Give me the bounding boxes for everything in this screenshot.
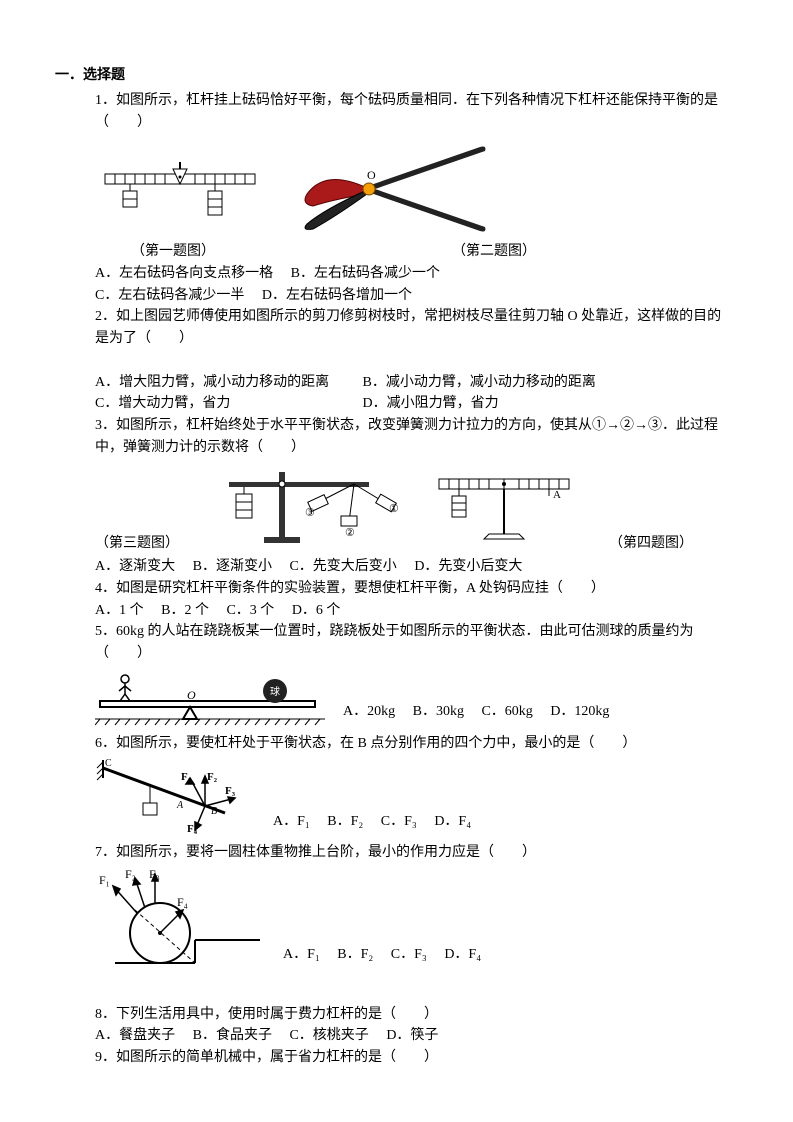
q1-optB: B．左右砝码各减少一个 [291, 263, 440, 285]
q2-options-ab: A．增大阻力臂，减小动力移动的距离 B．减小动力臂，减小动力移动的距离 [95, 372, 733, 394]
q5-optB: B．30kg [413, 701, 464, 723]
q7-optB: B．F₂ [337, 944, 373, 966]
q4-optC: C．3 个 [226, 600, 274, 622]
q6-optD: D．F₄ [434, 811, 471, 833]
worksheet-page: 一．选择题 1．如图所示，杠杆挂上砝码恰好平衡，每个砝码质量相同．在下列各种情况… [0, 0, 793, 1109]
q3-optB: B．逐渐变小 [193, 556, 272, 578]
q1-optA: A．左右砝码各向支点移一格 [95, 263, 273, 285]
q3-figure-label: （第三题图） [95, 536, 179, 551]
q7-figure-row: F₁ F₂ F₃ F₄ A．F₁ B．F₂ C．F₃ D．F₄ [65, 868, 733, 978]
q7-optA: A．F₁ [283, 944, 320, 966]
svg-text:②: ② [345, 527, 355, 539]
q2-optD: D．减小阻力臂，省力 [363, 393, 499, 415]
q4-options: A．1 个 B．2 个 C．3 个 D．6 个 [95, 600, 733, 622]
q8-options: A．餐盘夹子 B．食品夹子 C．核桃夹子 D．筷子 [95, 1025, 733, 1047]
section-title: 一．选择题 [55, 64, 733, 84]
svg-text:①: ① [389, 503, 399, 515]
svg-text:F₁: F₁ [181, 771, 191, 783]
q3-figure-label-wrap: （第三题图） [95, 533, 179, 555]
q2-figure: O [295, 139, 495, 239]
svg-text:A: A [553, 489, 561, 501]
q2-figure-label: （第二题图） [452, 244, 536, 259]
q4-figure-label: （第四题图） [609, 536, 693, 551]
q3-optA: A．逐渐变大 [95, 556, 175, 578]
svg-text:F₄: F₄ [177, 895, 188, 909]
q2-options-cd: C．增大动力臂，省力 D．减小阻力臂，省力 [95, 393, 733, 415]
q7-optD: D．F₄ [444, 944, 481, 966]
q6-optB: B．F₂ [327, 811, 363, 833]
svg-text:O: O [187, 688, 196, 702]
q3-options: A．逐渐变大 B．逐渐变小 C．先变大后变小 D．先变小后变大 [95, 556, 733, 578]
svg-text:F₃: F₃ [225, 785, 236, 797]
q1-options-ab: A．左右砝码各向支点移一格 B．左右砝码各减少一个 [95, 263, 733, 285]
q8-optC: C．核桃夹子 [289, 1025, 368, 1047]
q6-text: 6．如图所示，要使杠杆处于平衡状态，在 B 点分别作用的四个力中，最小的是（ ） [95, 733, 733, 755]
q1-optD: D．左右砝码各增加一个 [262, 285, 412, 307]
q4-figure-label-wrap: （第四题图） [609, 533, 693, 555]
q5-optA: A．20kg [343, 701, 395, 723]
q1-options-cd: C．左右砝码各减少一半 D．左右砝码各增加一个 [95, 285, 733, 307]
q5-optC: C．60kg [481, 701, 532, 723]
q6-options: A．F₁ B．F₂ C．F₃ D．F₄ [273, 811, 485, 833]
content-area: 1．如图所示，杠杆挂上砝码恰好平衡，每个砝码质量相同．在下列各种情况下杠杆还能保… [55, 90, 733, 1069]
q7-optC: C．F₃ [391, 944, 427, 966]
svg-text:F₃: F₃ [149, 868, 160, 881]
svg-text:B: B [211, 806, 217, 817]
svg-text:F₁: F₁ [99, 873, 110, 887]
q5-text: 5．60kg 的人站在跷跷板某一位置时，跷跷板处于如图所示的平衡状态．由此可估测… [95, 621, 733, 664]
q5-optD: D．120kg [550, 701, 609, 723]
q8-text: 8．下列生活用具中，使用时属于费力杠杆的是（ ） [95, 1004, 733, 1026]
q8-optB: B．食品夹子 [193, 1025, 272, 1047]
q4-optA: A．1 个 [95, 600, 144, 622]
q7-blank [95, 982, 733, 1004]
svg-text:A: A [176, 800, 184, 811]
q4-text: 4．如图是研究杠杆平衡条件的实验装置，要想使杠杆平衡，A 处钩码应挂（ ） [95, 578, 733, 600]
q1-q2-figures: O [95, 139, 733, 239]
q2-figure-wrap: O [295, 139, 495, 239]
q5-figure-row: O 球 [95, 669, 733, 729]
q1-text: 1．如图所示，杠杆挂上砝码恰好平衡，每个砝码质量相同．在下列各种情况下杠杆还能保… [95, 90, 733, 133]
q8-optD: D．筷子 [386, 1025, 438, 1047]
q3-optD: D．先变小后变大 [414, 556, 522, 578]
q3-q4-figures: （第三题图） [95, 464, 733, 554]
svg-text:球: 球 [270, 685, 280, 698]
q3-text: 3．如图所示，杠杆始终处于水平平衡状态，改变弹簧测力计拉力的方向，使其从①→②→… [95, 415, 733, 458]
svg-text:O: O [367, 168, 376, 182]
svg-text:F₄: F₄ [187, 823, 198, 835]
q6-optA: A．F₁ [273, 811, 310, 833]
q3-figure: ① ② ③ [209, 464, 399, 554]
q6-figure-row: C A F₁ F₂ F₃ F₄ B A．F₁ B [95, 758, 733, 838]
q2-optC: C．增大动力臂，省力 [95, 393, 345, 415]
q2-text: 2．如上图园艺师傅使用如图所示的剪刀修剪树枝时，常把树枝尽量往剪刀轴 O 处靠近… [95, 306, 733, 349]
q2-blank [95, 350, 733, 372]
q3-optC: C．先变大后变小 [289, 556, 396, 578]
q6-figure: C A F₁ F₂ F₃ F₄ B [95, 758, 255, 838]
q4-optD: D．6 个 [292, 600, 341, 622]
q1-q2-figure-labels: （第一题图） （第二题图） [95, 241, 733, 263]
q4-optB: B．2 个 [161, 600, 209, 622]
svg-text:F₂: F₂ [207, 771, 218, 783]
q5-options: A．20kg B．30kg C．60kg D．120kg [343, 701, 623, 723]
q1-optC: C．左右砝码各减少一半 [95, 285, 244, 307]
q2-optB: B．减小动力臂，减小动力移动的距离 [363, 372, 596, 394]
svg-text:C: C [105, 758, 112, 769]
svg-text:③: ③ [305, 507, 315, 519]
q1-figure [95, 159, 265, 239]
svg-text:F₂: F₂ [125, 868, 136, 881]
q1-figure-wrap [95, 159, 265, 239]
q6-optC: C．F₃ [381, 811, 417, 833]
q9-text: 9．如图所示的简单机械中，属于省力杠杆的是（ ） [95, 1047, 733, 1069]
q5-figure: O 球 [95, 669, 325, 729]
q4-figure: A [429, 464, 579, 554]
q7-figure: F₁ F₂ F₃ F₄ [65, 868, 265, 978]
q7-options: A．F₁ B．F₂ C．F₃ D．F₄ [283, 944, 495, 966]
q1-figure-label: （第一题图） [131, 244, 215, 259]
q2-optA: A．增大阻力臂，减小动力移动的距离 [95, 372, 345, 394]
q8-optA: A．餐盘夹子 [95, 1025, 175, 1047]
q7-text: 7．如图所示，要将一圆柱体重物推上台阶，最小的作用力应是（ ） [95, 842, 733, 864]
